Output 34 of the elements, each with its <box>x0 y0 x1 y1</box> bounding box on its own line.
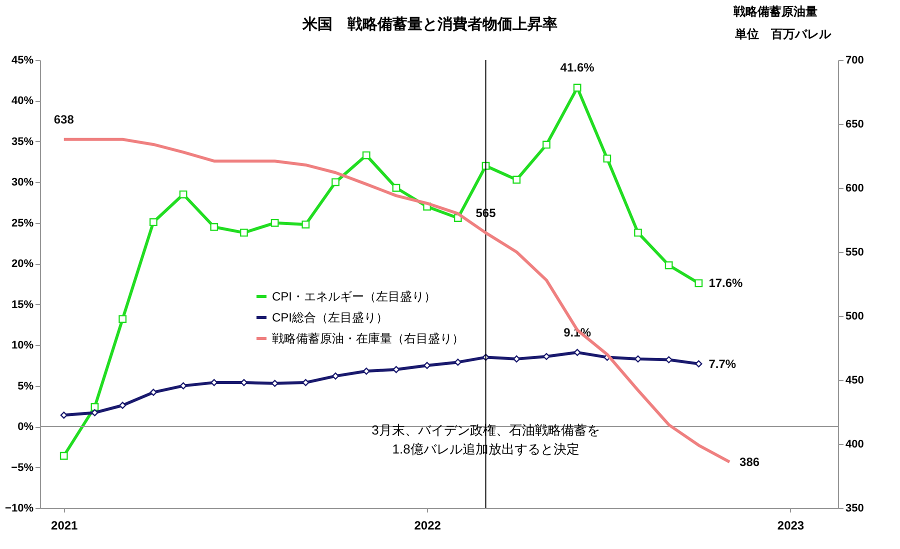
y-tick-label: 0% <box>18 421 34 434</box>
x-tick-label: 2022 <box>414 518 442 532</box>
y2-tick-label: 500 <box>846 310 864 322</box>
text: 単位 百万バレル <box>734 27 832 41</box>
y-tick-label: 5% <box>18 380 34 392</box>
data-label: 17.6% <box>708 276 744 290</box>
y-tick-label: 25% <box>11 217 34 230</box>
data-label: 41.6% <box>560 60 595 75</box>
y-tick-label: 10% <box>11 340 34 352</box>
y-tick-label: 40% <box>11 95 34 108</box>
data-label: 7.7% <box>708 356 736 371</box>
chart-title: 米国 戦略備蓄量と消費者物価上昇率 <box>302 15 558 33</box>
legend-label: 戦略備蓄原油・在庫量（右目盛り） <box>272 332 464 346</box>
y2-axis-title: 戦略備蓄原油量 <box>732 4 818 18</box>
data-label: 638 <box>54 112 74 126</box>
y2-tick-label: 650 <box>846 118 864 130</box>
y-tick-label: 45% <box>11 54 34 66</box>
y2-tick-label: 350 <box>846 502 864 514</box>
y-tick-label: −5% <box>11 462 34 474</box>
x-tick-label: 2021 <box>51 518 78 532</box>
legend-label: CPI・エネルギー（左目盛り） <box>272 290 436 304</box>
y-tick-label: 30% <box>11 176 34 189</box>
data-label: 386 <box>740 454 760 469</box>
y-tick-label: 20% <box>11 258 34 270</box>
y2-tick-label: 450 <box>846 374 864 386</box>
y2-tick-label: 550 <box>846 246 864 258</box>
y2-tick-label: 400 <box>846 438 864 450</box>
x-tick-label: 2023 <box>777 518 804 532</box>
y-tick-label: 35% <box>11 136 34 148</box>
y2-tick-label: 600 <box>846 182 864 194</box>
y2-tick-label: 700 <box>846 54 864 66</box>
y-tick-label: −10% <box>5 502 34 514</box>
legend-label: CPI総合（左目盛り） <box>272 310 388 324</box>
y-tick-label: 15% <box>11 298 34 311</box>
